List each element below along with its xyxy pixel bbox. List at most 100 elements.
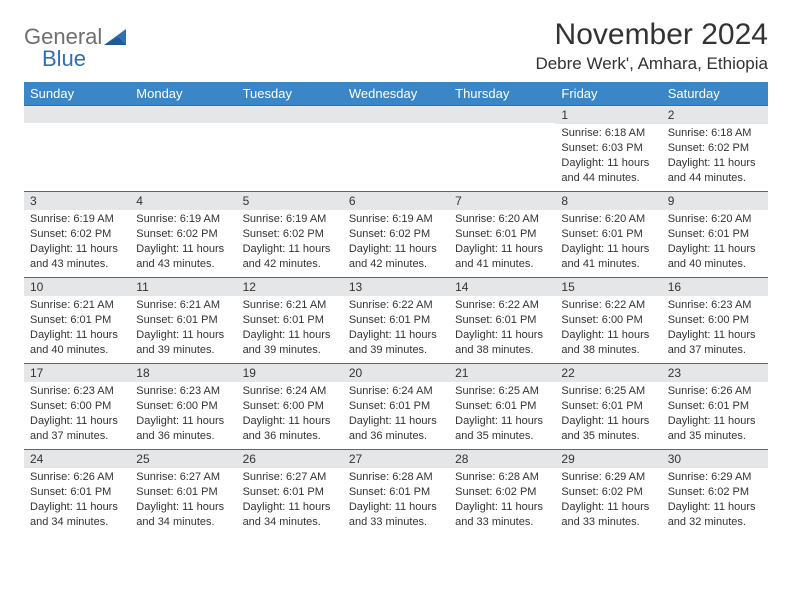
day-number: 15 <box>555 277 661 296</box>
calendar-day-cell: 26Sunrise: 6:27 AMSunset: 6:01 PMDayligh… <box>237 449 343 535</box>
day-detail-line: Sunrise: 6:21 AM <box>136 298 230 313</box>
calendar-day-cell: 18Sunrise: 6:23 AMSunset: 6:00 PMDayligh… <box>130 363 236 449</box>
day-detail-line: Sunset: 6:01 PM <box>243 485 337 500</box>
day-details: Sunrise: 6:18 AMSunset: 6:02 PMDaylight:… <box>662 124 768 189</box>
day-details: Sunrise: 6:29 AMSunset: 6:02 PMDaylight:… <box>555 468 661 533</box>
day-details: Sunrise: 6:25 AMSunset: 6:01 PMDaylight:… <box>555 382 661 447</box>
day-details: Sunrise: 6:23 AMSunset: 6:00 PMDaylight:… <box>662 296 768 361</box>
day-details: Sunrise: 6:21 AMSunset: 6:01 PMDaylight:… <box>130 296 236 361</box>
day-details: Sunrise: 6:19 AMSunset: 6:02 PMDaylight:… <box>130 210 236 275</box>
day-details: Sunrise: 6:28 AMSunset: 6:02 PMDaylight:… <box>449 468 555 533</box>
day-details: Sunrise: 6:29 AMSunset: 6:02 PMDaylight:… <box>662 468 768 533</box>
calendar-week-row: 10Sunrise: 6:21 AMSunset: 6:01 PMDayligh… <box>24 277 768 363</box>
day-details: Sunrise: 6:21 AMSunset: 6:01 PMDaylight:… <box>24 296 130 361</box>
calendar-day-cell: 21Sunrise: 6:25 AMSunset: 6:01 PMDayligh… <box>449 363 555 449</box>
day-details: Sunrise: 6:26 AMSunset: 6:01 PMDaylight:… <box>24 468 130 533</box>
day-detail-line: Daylight: 11 hours and 35 minutes. <box>668 414 762 444</box>
day-detail-line: Sunrise: 6:20 AM <box>668 212 762 227</box>
weekday-header: Wednesday <box>343 82 449 105</box>
day-detail-line: Sunrise: 6:29 AM <box>561 470 655 485</box>
calendar-week-row: 17Sunrise: 6:23 AMSunset: 6:00 PMDayligh… <box>24 363 768 449</box>
calendar-day-cell <box>449 105 555 191</box>
calendar-day-cell: 6Sunrise: 6:19 AMSunset: 6:02 PMDaylight… <box>343 191 449 277</box>
day-details: Sunrise: 6:28 AMSunset: 6:01 PMDaylight:… <box>343 468 449 533</box>
day-detail-line: Daylight: 11 hours and 36 minutes. <box>136 414 230 444</box>
calendar-day-cell: 5Sunrise: 6:19 AMSunset: 6:02 PMDaylight… <box>237 191 343 277</box>
day-detail-line: Sunrise: 6:20 AM <box>561 212 655 227</box>
day-detail-line: Sunset: 6:01 PM <box>349 485 443 500</box>
day-detail-line: Sunrise: 6:28 AM <box>349 470 443 485</box>
weekday-header: Thursday <box>449 82 555 105</box>
day-detail-line: Sunrise: 6:18 AM <box>668 126 762 141</box>
day-detail-line: Sunset: 6:00 PM <box>561 313 655 328</box>
day-details: Sunrise: 6:23 AMSunset: 6:00 PMDaylight:… <box>130 382 236 447</box>
day-number: 12 <box>237 277 343 296</box>
day-detail-line: Sunrise: 6:27 AM <box>136 470 230 485</box>
day-details: Sunrise: 6:24 AMSunset: 6:01 PMDaylight:… <box>343 382 449 447</box>
calendar-day-cell: 27Sunrise: 6:28 AMSunset: 6:01 PMDayligh… <box>343 449 449 535</box>
day-detail-line: Sunrise: 6:26 AM <box>668 384 762 399</box>
day-number: 1 <box>555 105 661 124</box>
day-detail-line: Sunset: 6:02 PM <box>455 485 549 500</box>
page-title: November 2024 <box>535 18 768 52</box>
day-detail-line: Sunrise: 6:19 AM <box>30 212 124 227</box>
day-number: 18 <box>130 363 236 382</box>
day-detail-line: Sunset: 6:02 PM <box>243 227 337 242</box>
calendar-day-cell: 15Sunrise: 6:22 AMSunset: 6:00 PMDayligh… <box>555 277 661 363</box>
calendar-day-cell <box>24 105 130 191</box>
weekday-header: Friday <box>555 82 661 105</box>
day-detail-line: Daylight: 11 hours and 33 minutes. <box>455 500 549 530</box>
calendar-day-cell: 16Sunrise: 6:23 AMSunset: 6:00 PMDayligh… <box>662 277 768 363</box>
day-details: Sunrise: 6:20 AMSunset: 6:01 PMDaylight:… <box>555 210 661 275</box>
calendar-day-cell: 1 Sunrise: 6:18 AMSunset: 6:03 PMDaylight… <box>555 105 661 191</box>
day-number: 10 <box>24 277 130 296</box>
day-detail-line: Daylight: 11 hours and 35 minutes. <box>455 414 549 444</box>
calendar-day-cell <box>343 105 449 191</box>
calendar-day-cell: 14Sunrise: 6:22 AMSunset: 6:01 PMDayligh… <box>449 277 555 363</box>
day-detail-line: Sunrise: 6:20 AM <box>455 212 549 227</box>
day-number: 25 <box>130 449 236 468</box>
day-detail-line: Sunrise: 6:24 AM <box>349 384 443 399</box>
day-details: Sunrise: 6:22 AMSunset: 6:00 PMDaylight:… <box>555 296 661 361</box>
calendar-day-cell: 10Sunrise: 6:21 AMSunset: 6:01 PMDayligh… <box>24 277 130 363</box>
day-detail-line: Sunrise: 6:21 AM <box>243 298 337 313</box>
day-detail-line: Daylight: 11 hours and 44 minutes. <box>561 156 655 186</box>
day-detail-line: Daylight: 11 hours and 36 minutes. <box>349 414 443 444</box>
day-detail-line: Sunrise: 6:19 AM <box>136 212 230 227</box>
day-number: 30 <box>662 449 768 468</box>
day-number: 8 <box>555 191 661 210</box>
day-detail-line: Sunrise: 6:18 AM <box>561 126 655 141</box>
calendar-day-cell: 17Sunrise: 6:23 AMSunset: 6:00 PMDayligh… <box>24 363 130 449</box>
day-detail-line: Daylight: 11 hours and 39 minutes. <box>243 328 337 358</box>
day-number: 17 <box>24 363 130 382</box>
day-detail-line: Daylight: 11 hours and 40 minutes. <box>30 328 124 358</box>
day-number: 21 <box>449 363 555 382</box>
day-detail-line: Daylight: 11 hours and 39 minutes. <box>349 328 443 358</box>
day-number: 2 <box>662 105 768 124</box>
day-detail-line: Sunset: 6:01 PM <box>30 313 124 328</box>
day-number <box>449 105 555 123</box>
day-detail-line: Sunset: 6:01 PM <box>243 313 337 328</box>
weekday-header: Tuesday <box>237 82 343 105</box>
day-number <box>343 105 449 123</box>
day-detail-line: Sunset: 6:00 PM <box>668 313 762 328</box>
calendar-day-cell: 23Sunrise: 6:26 AMSunset: 6:01 PMDayligh… <box>662 363 768 449</box>
day-detail-line: Daylight: 11 hours and 41 minutes. <box>561 242 655 272</box>
day-detail-line: Daylight: 11 hours and 34 minutes. <box>136 500 230 530</box>
calendar-week-row: 1Sunrise: 6:18 AMSunset: 6:03 PMDaylight… <box>24 105 768 191</box>
day-detail-line: Daylight: 11 hours and 42 minutes. <box>349 242 443 272</box>
logo-triangle-icon <box>102 26 130 48</box>
day-number: 13 <box>343 277 449 296</box>
day-details: Sunrise: 6:22 AMSunset: 6:01 PMDaylight:… <box>343 296 449 361</box>
day-number <box>24 105 130 123</box>
day-detail-line: Sunset: 6:01 PM <box>455 313 549 328</box>
day-detail-line: Sunrise: 6:23 AM <box>668 298 762 313</box>
day-detail-line: Sunset: 6:03 PM <box>561 141 655 156</box>
day-detail-line: Sunrise: 6:23 AM <box>30 384 124 399</box>
day-detail-line: Sunrise: 6:22 AM <box>455 298 549 313</box>
day-detail-line: Daylight: 11 hours and 34 minutes. <box>30 500 124 530</box>
calendar-day-cell: 24Sunrise: 6:26 AMSunset: 6:01 PMDayligh… <box>24 449 130 535</box>
day-number: 29 <box>555 449 661 468</box>
day-details: Sunrise: 6:19 AMSunset: 6:02 PMDaylight:… <box>343 210 449 275</box>
day-detail-line: Sunset: 6:02 PM <box>561 485 655 500</box>
